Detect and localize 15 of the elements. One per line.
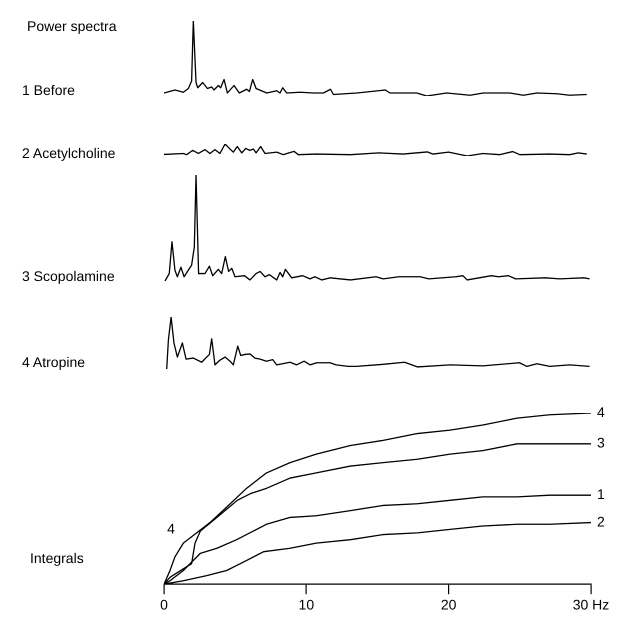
- series-label: 3: [597, 434, 605, 451]
- text: Integrals: [30, 550, 84, 566]
- x-tick-label: 10: [298, 596, 314, 612]
- x-tick-label: 20: [440, 596, 457, 612]
- series-label: 4: [597, 404, 605, 420]
- series-label: 1: [597, 486, 605, 502]
- series-label: 2: [597, 513, 605, 530]
- text: 1 Before: [22, 82, 75, 98]
- x-tick-label: 30 Hz: [572, 596, 610, 612]
- text: 4 Atropine: [22, 354, 86, 370]
- chart-title: Power spectra: [27, 18, 116, 34]
- text: 2 Acetylcholine: [22, 145, 116, 161]
- x-tick-label: 0: [160, 596, 168, 612]
- text: 3 Scopolamine: [22, 268, 115, 284]
- annotation: 4: [167, 520, 176, 536]
